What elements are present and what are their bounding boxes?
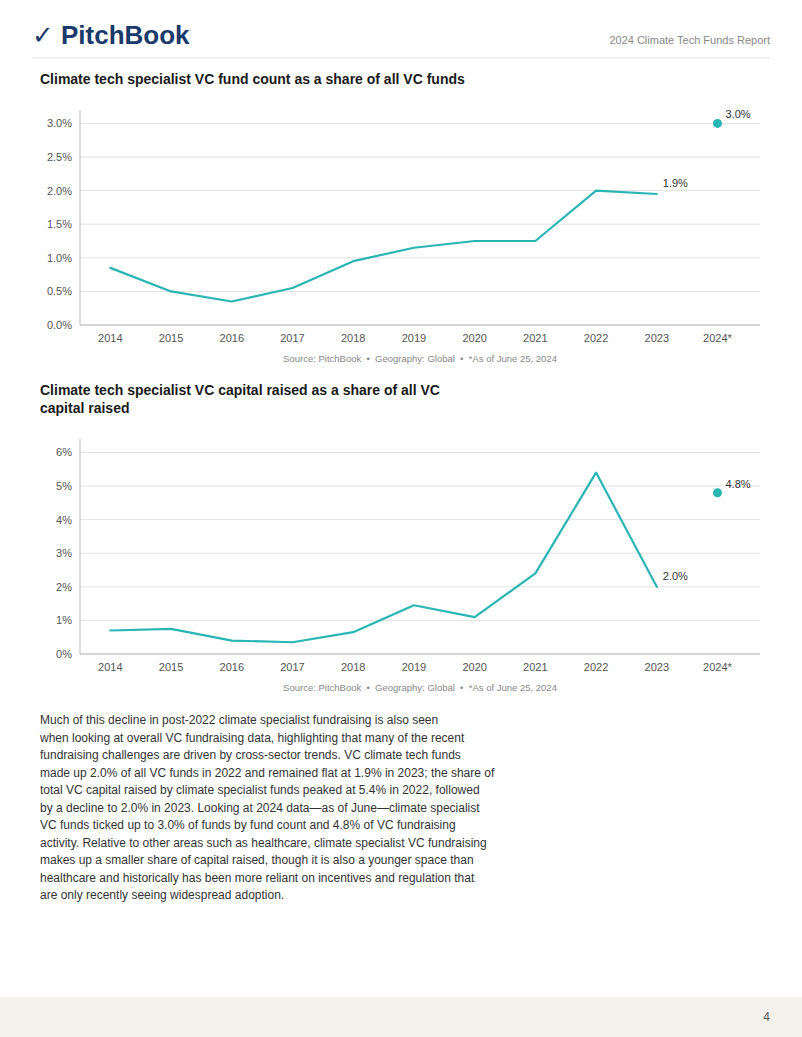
y-tick-label: 0% xyxy=(56,648,72,660)
source: Source: PitchBook • Geography: Global • … xyxy=(283,353,557,364)
background xyxy=(0,0,802,1037)
data-labels: 2.0% 4.8% xyxy=(663,478,751,582)
x-tick-label: 2017 xyxy=(280,661,304,673)
x-tick-label: 2021 xyxy=(523,332,547,344)
x-tick-label: 2014 xyxy=(98,661,122,673)
chart: Climate tech specialist VC capital raise… xyxy=(40,382,760,693)
y-axis-line xyxy=(80,110,81,325)
x-tick-label: 2014 xyxy=(98,332,122,344)
x-tick-label: 2018 xyxy=(341,661,365,673)
x-tick-label: 2021 xyxy=(523,661,547,673)
data-labels: 1.9% 3.0% xyxy=(663,108,751,189)
x-tick-label: 2019 xyxy=(402,332,426,344)
grid-line xyxy=(80,257,760,258)
x-axis-line xyxy=(80,654,760,655)
grid-line xyxy=(80,486,760,487)
x-tick-label: 2024* xyxy=(703,661,732,673)
footer xyxy=(0,997,802,1037)
x-tick-label: 2015 xyxy=(159,332,183,344)
source: Source: PitchBook • Geography: Global • … xyxy=(283,682,557,693)
x-tick-label: 2015 xyxy=(159,661,183,673)
data-label: 2.0% xyxy=(663,570,688,582)
data-label: 4.8% xyxy=(726,478,751,490)
plot-area xyxy=(110,473,722,643)
y-tick-label: 2.5% xyxy=(47,151,72,163)
x-tick-label: 2019 xyxy=(402,661,426,673)
grid-line xyxy=(80,157,760,158)
grid-line xyxy=(80,291,760,292)
logo: ✓ PitchBook xyxy=(32,20,190,50)
page: ✓ PitchBook 2024 Climate Tech Funds Repor… xyxy=(0,0,802,1037)
x-axis-line xyxy=(80,325,760,326)
x-tick-label: 2020 xyxy=(462,332,486,344)
plot-area xyxy=(110,119,722,302)
y-tick-label: 6% xyxy=(56,446,72,458)
grid-line xyxy=(80,190,760,191)
x-tick-label: 2018 xyxy=(341,332,365,344)
line xyxy=(110,473,656,643)
y-tick-label: 3% xyxy=(56,547,72,559)
line xyxy=(110,191,656,302)
x-tick-label: 2023 xyxy=(645,332,669,344)
point xyxy=(713,119,722,128)
y-tick-label: 3.0% xyxy=(47,117,72,129)
page-number: 4 xyxy=(763,1010,770,1024)
chart-title: Climate tech specialist VC capital raise… xyxy=(40,382,440,416)
chart: Climate tech specialist VC fund count as… xyxy=(40,71,760,364)
grid-line xyxy=(80,654,760,655)
x-tick-label: 2022 xyxy=(584,332,608,344)
y-tick-label: 0.5% xyxy=(47,285,72,297)
x-tick-label: 2022 xyxy=(584,661,608,673)
x-tick-label: 2017 xyxy=(280,332,304,344)
grid-line xyxy=(80,586,760,587)
grid-line xyxy=(80,224,760,225)
y-axis-line xyxy=(80,439,81,654)
header-text: 2024 Climate Tech Funds Report xyxy=(609,34,770,46)
y-tick-label: 0.0% xyxy=(47,319,72,331)
y-tick-label: 1% xyxy=(56,614,72,626)
grid-line xyxy=(80,123,760,124)
y-tick-label: 2% xyxy=(56,581,72,593)
body-text: Much of this decline in post-2022 climat… xyxy=(39,713,495,902)
grid-line xyxy=(80,620,760,621)
data-label: 3.0% xyxy=(726,108,751,120)
grid-line xyxy=(80,519,760,520)
x-tick-label: 2024* xyxy=(703,332,732,344)
y-tick-label: 4% xyxy=(56,514,72,526)
x-tick-label: 2020 xyxy=(462,661,486,673)
grid-line xyxy=(80,452,760,453)
x-tick-label: 2016 xyxy=(220,332,244,344)
grid-line xyxy=(80,553,760,554)
y-tick-label: 1.0% xyxy=(47,252,72,264)
y-tick-label: 1.5% xyxy=(47,218,72,230)
data-label: 1.9% xyxy=(663,177,688,189)
y-tick-label: 2.0% xyxy=(47,185,72,197)
grid-line xyxy=(80,325,760,326)
x-tick-label: 2016 xyxy=(220,661,244,673)
chart-title: Climate tech specialist VC fund count as… xyxy=(40,71,465,87)
header-rule xyxy=(32,58,770,59)
point xyxy=(713,488,722,497)
x-tick-label: 2023 xyxy=(645,661,669,673)
y-tick-label: 5% xyxy=(56,480,72,492)
